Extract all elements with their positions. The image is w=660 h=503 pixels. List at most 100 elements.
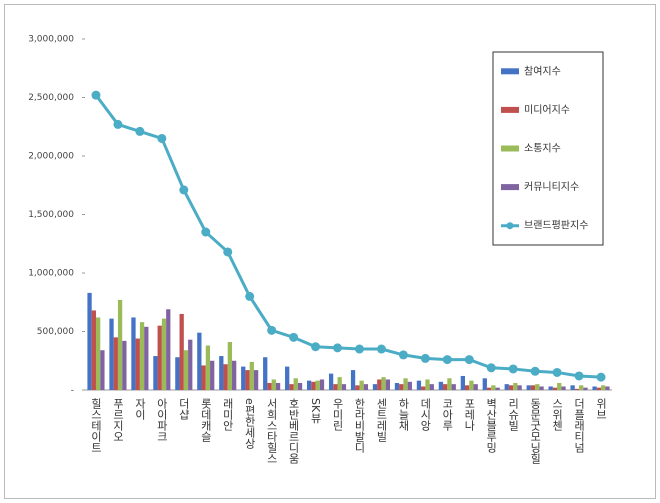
legend-label: 소통지수 <box>524 143 561 155</box>
bar <box>592 386 597 390</box>
bar <box>372 384 378 390</box>
line-marker <box>530 366 540 376</box>
bar <box>91 310 96 390</box>
bar <box>381 377 386 390</box>
bar <box>113 337 118 390</box>
x-tick-label: SK뷰 <box>309 398 322 423</box>
x-tick-label: 자이 <box>133 398 146 421</box>
bar <box>109 318 114 390</box>
legend-swatch <box>501 184 519 191</box>
bar <box>605 386 610 390</box>
bar <box>271 379 276 390</box>
line-marker <box>289 332 299 342</box>
bar <box>337 377 342 390</box>
bar <box>117 299 123 390</box>
x-tick-label: 서희스타힐스 <box>265 398 278 464</box>
line-marker <box>442 355 452 365</box>
x-tick-label: 푸르지오 <box>111 398 124 442</box>
bar <box>421 386 426 390</box>
bar <box>517 385 522 390</box>
line-marker <box>398 350 408 360</box>
bar <box>179 313 184 390</box>
line-marker <box>157 133 167 143</box>
bar <box>153 356 158 390</box>
bar <box>561 386 566 390</box>
line-marker <box>113 119 123 129</box>
line-marker <box>135 126 145 136</box>
x-tick-label: 아이파크 <box>155 398 168 442</box>
bar <box>570 385 575 390</box>
line-marker <box>354 344 364 354</box>
bar <box>166 309 171 390</box>
bar <box>306 380 312 390</box>
bar <box>504 384 509 390</box>
line-marker <box>574 371 584 381</box>
bar <box>263 357 268 390</box>
line-marker <box>420 353 430 363</box>
line-marker <box>245 291 255 301</box>
legend-label: 커뮤니티지수 <box>524 181 579 193</box>
bar <box>241 366 246 390</box>
bar <box>557 382 562 390</box>
x-tick-label: 호반베르디움 <box>287 398 300 464</box>
x-tick-label: 스위첸 <box>551 398 564 431</box>
bar <box>297 382 303 390</box>
bar <box>210 360 215 390</box>
bar <box>399 384 404 390</box>
bar <box>131 317 136 390</box>
x-tick-label: 동문굿모닝힐 <box>529 398 542 464</box>
bar <box>175 357 180 390</box>
x-tick-label: 코아루 <box>441 398 454 432</box>
bar <box>223 364 228 390</box>
bar <box>188 339 193 390</box>
bar <box>469 380 474 390</box>
y-tick-label: 500,000 <box>37 327 74 337</box>
bar <box>157 325 162 390</box>
line-marker <box>508 364 518 374</box>
x-tick-label: 벽산블루밍 <box>485 398 498 453</box>
bar <box>416 380 422 390</box>
line-marker <box>311 342 321 352</box>
x-tick-label: 더샵 <box>177 398 190 420</box>
bar <box>460 375 465 390</box>
bar <box>473 384 478 390</box>
bar <box>394 382 400 390</box>
y-tick-label: 1,000,000 <box>28 269 74 279</box>
bar <box>363 384 369 390</box>
y-tick-label: 3,000,000 <box>28 35 74 45</box>
bar <box>253 370 259 390</box>
bar <box>293 378 298 390</box>
bar <box>438 381 444 390</box>
bar <box>201 365 206 390</box>
bar <box>135 338 140 390</box>
x-tick-label: 래미안 <box>221 398 234 431</box>
bar <box>508 385 514 390</box>
line-marker <box>91 90 101 100</box>
bar <box>447 378 452 390</box>
bar <box>197 332 202 390</box>
y-tick-label: 2,000,000 <box>28 152 74 162</box>
bar <box>249 361 254 390</box>
legend-label: 브랜드평판지수 <box>524 220 588 232</box>
bar <box>601 385 606 390</box>
bar <box>377 379 382 390</box>
bar <box>596 387 602 390</box>
line-marker <box>486 363 496 373</box>
bar <box>275 382 281 390</box>
x-tick-label: 롯데캐슬 <box>199 398 212 442</box>
bar <box>139 322 145 390</box>
bar <box>355 385 360 390</box>
x-tick-label: 더플래티넘 <box>573 398 586 453</box>
y-tick-label: 2,500,000 <box>28 93 74 103</box>
bar <box>583 387 588 390</box>
line-marker <box>201 227 211 237</box>
line-marker <box>223 247 233 257</box>
bar <box>315 380 320 390</box>
bar <box>482 378 487 390</box>
legend-label: 미디어지수 <box>524 104 570 116</box>
bar <box>535 384 540 390</box>
bar <box>350 370 356 390</box>
legend-swatch <box>501 106 519 113</box>
bar <box>552 387 558 390</box>
